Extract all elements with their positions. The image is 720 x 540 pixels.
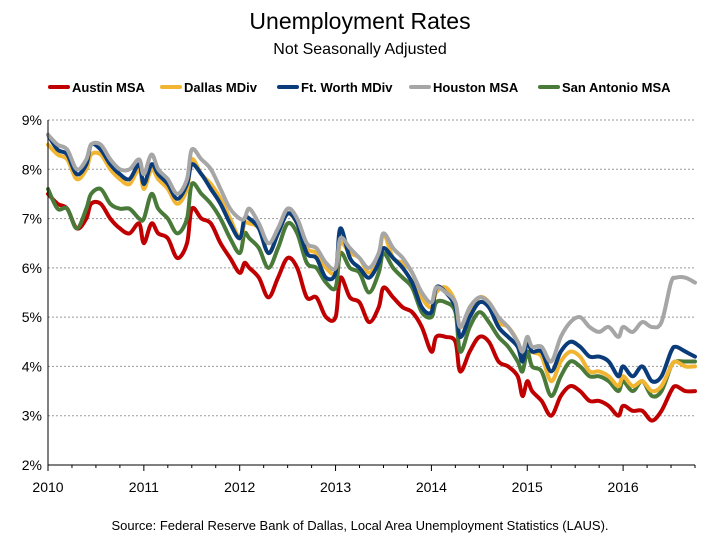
x-tick-label: 2014 bbox=[416, 479, 447, 495]
y-tick-label: 4% bbox=[22, 358, 42, 374]
y-tick-label: 3% bbox=[22, 408, 42, 424]
x-tick-label: 2011 bbox=[129, 479, 159, 495]
legend-label: Houston MSA bbox=[433, 80, 519, 95]
y-tick-label: 2% bbox=[22, 457, 42, 473]
series-line-austin-msa bbox=[46, 191, 697, 423]
legend-label: Ft. Worth MDiv bbox=[301, 80, 393, 95]
chart-axes bbox=[47, 120, 696, 471]
y-tick-label: 8% bbox=[22, 161, 42, 177]
y-tick-label: 9% bbox=[22, 112, 42, 128]
x-tick-label: 2015 bbox=[512, 479, 543, 495]
series-line-san-antonio-msa bbox=[46, 181, 697, 399]
x-tick-labels: 2010 2011 2012 2013 2014 2015 2016 bbox=[32, 479, 638, 495]
chart-subtitle: Not Seasonally Adjusted bbox=[273, 41, 446, 58]
x-tick-label: 2013 bbox=[320, 479, 351, 495]
y-tick-label: 7% bbox=[22, 211, 42, 227]
series-line-ft-worth-mdiv bbox=[46, 132, 697, 384]
y-tick-labels: 2% 3% 4% 5% 6% 7% 8% 9% bbox=[22, 112, 42, 473]
chart-legend: Austin MSA Dallas MDiv Ft. Worth MDiv Houst… bbox=[48, 80, 671, 95]
chart-title: Unemployment Rates bbox=[249, 8, 470, 34]
legend-label: San Antonio MSA bbox=[562, 80, 671, 95]
series-line-houston-msa bbox=[46, 132, 697, 364]
y-tick-label: 5% bbox=[22, 309, 42, 325]
x-tick-label: 2016 bbox=[608, 479, 639, 495]
series-lines bbox=[46, 132, 697, 423]
legend-label: Dallas MDiv bbox=[184, 80, 258, 95]
y-tick-label: 6% bbox=[22, 260, 42, 276]
x-tick-label: 2010 bbox=[32, 479, 63, 495]
x-tick-label: 2012 bbox=[224, 479, 255, 495]
legend-label: Austin MSA bbox=[72, 80, 146, 95]
source-note: Source: Federal Reserve Bank of Dallas, … bbox=[111, 518, 608, 533]
